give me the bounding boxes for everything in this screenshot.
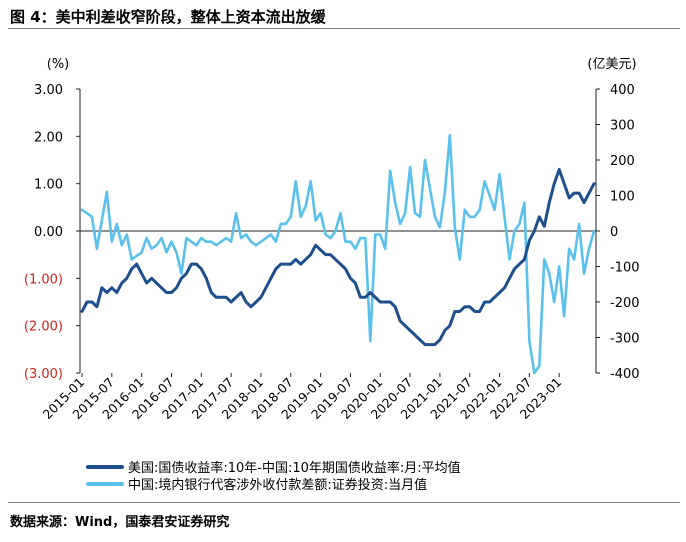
right-tick-label: 0 (610, 225, 618, 240)
right-tick-label: -100 (610, 261, 640, 276)
right-tick-label: 400 (610, 83, 635, 98)
left-tick-label: 2.00 (34, 130, 63, 145)
right-tick-label: -300 (610, 332, 640, 347)
legend-label: 美国:国债收益率:10年-中国:10年期国债收益率:月:平均值 (128, 460, 461, 476)
left-tick-label: (3.00) (24, 367, 63, 382)
left-tick-label: 0.00 (34, 225, 63, 240)
source-note: 数据来源：Wind，国泰君安证券研究 (10, 515, 230, 530)
left-unit-label: (%) (47, 57, 70, 72)
spread-series-line (80, 167, 596, 347)
chart-axes: 3.00 2.00 1.00 0.00 (1.00) (2.00) (3.00) 400 300… (24, 57, 640, 422)
right-tick-label: 300 (610, 119, 635, 134)
legend-label: 中国:境内银行代客涉外收付款差额:证券投资:当月值 (128, 477, 427, 493)
right-unit-label: (亿美元) (587, 57, 636, 72)
left-tick-label: (2.00) (24, 320, 63, 335)
figure-title: 图 4：美中利差收窄阶段，整体上资本流出放缓 (10, 8, 326, 26)
left-tick-label: (1.00) (24, 272, 63, 287)
left-tick-label: 3.00 (34, 83, 63, 98)
right-tick-label: 200 (610, 154, 635, 169)
title-rule (8, 28, 680, 29)
right-tick-label: 100 (610, 190, 635, 205)
chart-legend: 美国:国债收益率:10年-中国:10年期国债收益率:月:平均值中国:境内银行代客… (86, 460, 461, 493)
right-tick-label: -400 (610, 367, 640, 382)
right-tick-label: -200 (610, 296, 640, 311)
left-tick-label: 1.00 (34, 178, 63, 193)
source-rule (8, 502, 680, 503)
chart-series (80, 133, 596, 375)
securities-flow-series-line (80, 133, 596, 375)
